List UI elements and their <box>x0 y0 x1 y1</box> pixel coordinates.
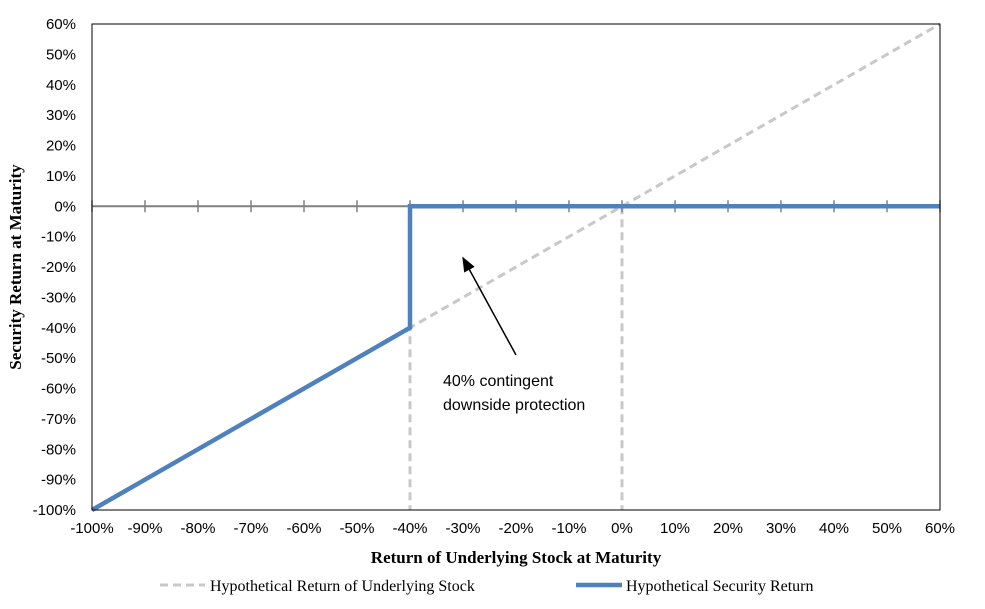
y-tick-label: 10% <box>46 168 76 185</box>
x-tick-label: -70% <box>233 520 268 537</box>
x-axis-title: Return of Underlying Stock at Maturity <box>371 548 662 567</box>
y-tick-label: -90% <box>41 472 76 489</box>
x-tick-label: -20% <box>498 520 533 537</box>
y-tick-label: 30% <box>46 107 76 124</box>
y-tick-label: -40% <box>41 320 76 337</box>
x-tick-label: -80% <box>180 520 215 537</box>
x-tick-label: -40% <box>392 520 427 537</box>
x-tick-label: 30% <box>766 520 796 537</box>
x-tick-label: -50% <box>339 520 374 537</box>
y-tick-label: -70% <box>41 411 76 428</box>
legend: Hypothetical Return of Underlying Stock … <box>160 578 814 595</box>
y-tick-label: -100% <box>33 502 76 519</box>
x-tick-label: 60% <box>925 520 955 537</box>
y-tick-label: 60% <box>46 16 76 33</box>
annotation-text: downside protection <box>443 397 585 414</box>
annotation-arrow <box>462 256 517 356</box>
y-tick-label: -20% <box>41 259 76 276</box>
y-axis-title: Security Return at Maturity <box>6 164 25 370</box>
reference-lines <box>408 206 624 510</box>
annotation: 40% contingent downside protection <box>443 256 585 414</box>
x-tick-label: -10% <box>551 520 586 537</box>
y-tick-label: -10% <box>41 229 76 246</box>
series-group <box>90 22 941 512</box>
x-tick-label: 0% <box>611 520 633 537</box>
plot-area-frame <box>91 23 941 511</box>
legend-label-security: Hypothetical Security Return <box>626 578 814 595</box>
x-tick-label: -60% <box>286 520 321 537</box>
x-tick-label: 10% <box>660 520 690 537</box>
y-axis-tick-labels: 60% 50% 40% 30% 20% 10% 0% -10% -20% -30% -40% -50%… <box>33 16 76 519</box>
y-tick-label: 50% <box>46 46 76 63</box>
y-tick-label: -50% <box>41 350 76 367</box>
x-tick-label: 50% <box>872 520 902 537</box>
y-tick-label: -80% <box>41 441 76 458</box>
x-tick-label: 20% <box>713 520 743 537</box>
y-tick-label: -30% <box>41 289 76 306</box>
x-tick-label: -90% <box>127 520 162 537</box>
x-tick-label: -30% <box>445 520 480 537</box>
annotation-text: 40% contingent <box>443 373 554 390</box>
series-line-security <box>90 204 940 512</box>
y-tick-label: 20% <box>46 138 76 155</box>
x-tick-label: -100% <box>70 520 113 537</box>
x-axis-tick-labels: -100% -90% -80% -70% -60% -50% -40% -30% -20% -10… <box>70 520 955 537</box>
y-tick-label: 40% <box>46 77 76 94</box>
y-tick-label: -60% <box>41 381 76 398</box>
y-tick-label: 0% <box>54 198 76 215</box>
x-tick-label: 40% <box>819 520 849 537</box>
legend-label-underlying: Hypothetical Return of Underlying Stock <box>210 578 475 595</box>
